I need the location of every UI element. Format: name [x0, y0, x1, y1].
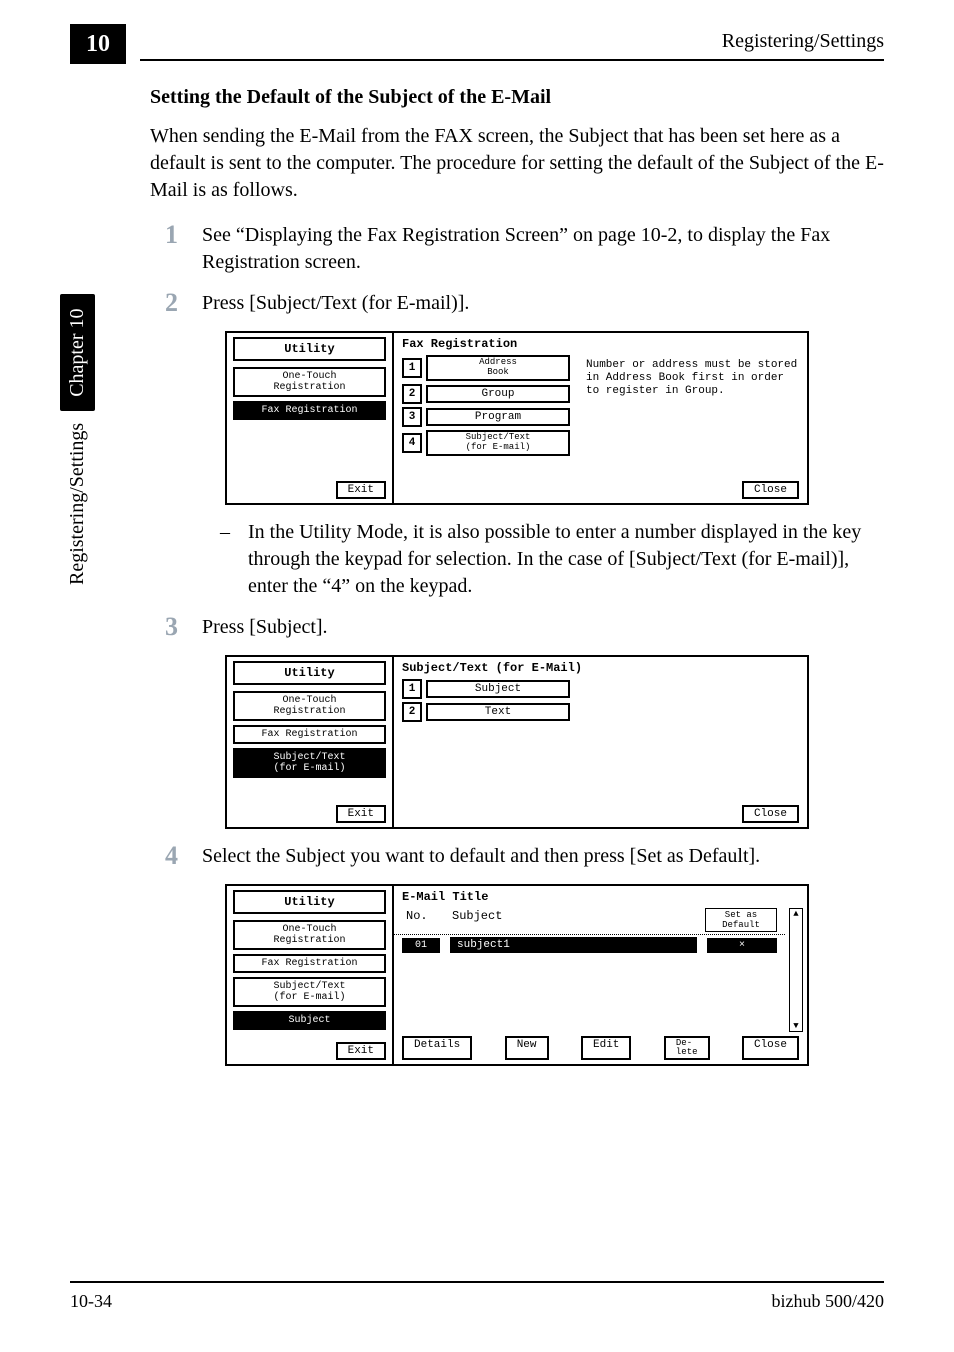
footer-right: bizhub 500/420	[772, 1291, 885, 1312]
panel2-title: Subject/Text (for E-Mail)	[394, 657, 807, 677]
step-4-text: Select the Subject you want to default a…	[202, 843, 884, 870]
step-2: 2 Press [Subject/Text (for E-mail)].	[150, 290, 884, 317]
subject-text-crumb-3[interactable]: Subject/Text (for E-mail)	[233, 977, 386, 1007]
step-3-number: 3	[150, 614, 178, 640]
dash-icon: –	[220, 519, 230, 600]
chapter-badge: 10	[70, 24, 126, 64]
one-touch-crumb-3[interactable]: One-Touch Registration	[233, 920, 386, 950]
close-button-3[interactable]: Close	[742, 1036, 799, 1060]
lcd-panel-fax-registration: Utility One-Touch Registration Fax Regis…	[225, 331, 809, 505]
step-1-text: See “Displaying the Fax Registration Scr…	[202, 222, 884, 276]
set-default-button[interactable]: Set as Default	[705, 908, 777, 932]
side-tab-plain: Registering/Settings	[66, 423, 89, 585]
panel1-item2-num: 2	[402, 384, 422, 404]
step2-note: – In the Utility Mode, it is also possib…	[220, 519, 884, 600]
intro-paragraph: When sending the E-Mail from the FAX scr…	[150, 123, 884, 204]
side-tab-boxed: Chapter 10	[60, 294, 95, 410]
step-4: 4 Select the Subject you want to default…	[150, 843, 884, 870]
panel3-table-header: No. Subject Set as Default	[394, 906, 785, 935]
delete-button[interactable]: De- lete	[664, 1036, 710, 1060]
scroll-up-icon[interactable]: ▲	[793, 909, 798, 919]
step-3: 3 Press [Subject].	[150, 614, 884, 641]
step2-note-text: In the Utility Mode, it is also possible…	[248, 519, 884, 600]
utility-label: Utility	[233, 337, 386, 361]
close-button[interactable]: Close	[742, 481, 799, 499]
panel1-item2-label[interactable]: Group	[426, 385, 570, 403]
panel1-title: Fax Registration	[394, 333, 807, 353]
scroll-bar[interactable]: ▲ ▼	[789, 908, 803, 1032]
panel3-row-1[interactable]: 01 subject1 ×	[394, 935, 785, 955]
running-head: Registering/Settings	[140, 30, 884, 61]
panel1-item3-label[interactable]: Program	[426, 408, 570, 426]
lcd-panel-email-title: Utility One-Touch Registration Fax Regis…	[225, 884, 809, 1066]
close-button-2[interactable]: Close	[742, 805, 799, 823]
scroll-down-icon[interactable]: ▼	[793, 1021, 798, 1031]
col-subject: Subject	[448, 908, 695, 932]
step-2-text: Press [Subject/Text (for E-mail)].	[202, 290, 884, 317]
panel1-item4-label[interactable]: Subject/Text (for E-mail)	[426, 430, 570, 456]
panel2-item1-num: 1	[402, 679, 422, 699]
row1-subject: subject1	[450, 937, 697, 953]
running-head-text: Registering/Settings	[722, 30, 884, 53]
one-touch-crumb-2[interactable]: One-Touch Registration	[233, 691, 386, 721]
panel2-item2-label[interactable]: Text	[426, 703, 570, 721]
panel2-item1-label[interactable]: Subject	[426, 680, 570, 698]
fax-registration-crumb[interactable]: Fax Registration	[233, 401, 386, 420]
panel2-menu: 1Subject 2Text	[394, 677, 578, 803]
panel1-menu: 1Address Book 2Group 3Program 4Subject/T…	[394, 353, 578, 479]
utility-label-2: Utility	[233, 661, 386, 685]
panel1-item1-label[interactable]: Address Book	[426, 355, 570, 381]
utility-label-3: Utility	[233, 890, 386, 914]
col-no: No.	[402, 908, 438, 932]
side-tab: Registering/Settings Chapter 10	[60, 294, 95, 585]
page-footer: 10-34 bizhub 500/420	[70, 1281, 884, 1312]
details-button[interactable]: Details	[402, 1036, 472, 1060]
fax-registration-crumb-2[interactable]: Fax Registration	[233, 725, 386, 744]
edit-button[interactable]: Edit	[581, 1036, 631, 1060]
row1-sd: ×	[707, 938, 777, 953]
panel2-item2-num: 2	[402, 702, 422, 722]
subject-crumb-3[interactable]: Subject	[233, 1011, 386, 1030]
panel1-info: Number or address must be stored in Addr…	[578, 353, 807, 479]
exit-button-2[interactable]: Exit	[336, 805, 386, 823]
step-4-number: 4	[150, 843, 178, 869]
one-touch-crumb[interactable]: One-Touch Registration	[233, 367, 386, 397]
exit-button-3[interactable]: Exit	[336, 1042, 386, 1060]
subject-text-crumb-2[interactable]: Subject/Text (for E-mail)	[233, 748, 386, 778]
panel1-item4-num: 4	[402, 433, 422, 453]
lcd-panel-subject-text: Utility One-Touch Registration Fax Regis…	[225, 655, 809, 829]
footer-left: 10-34	[70, 1291, 112, 1312]
step-1-number: 1	[150, 222, 178, 248]
panel1-item3-num: 3	[402, 407, 422, 427]
panel1-item1-num: 1	[402, 358, 422, 378]
row1-no: 01	[402, 938, 440, 953]
exit-button[interactable]: Exit	[336, 481, 386, 499]
step-1: 1 See “Displaying the Fax Registration S…	[150, 222, 884, 276]
section-title: Setting the Default of the Subject of th…	[150, 86, 884, 109]
fax-registration-crumb-3[interactable]: Fax Registration	[233, 954, 386, 973]
panel3-title: E-Mail Title	[394, 886, 807, 906]
step-2-number: 2	[150, 290, 178, 316]
step-3-text: Press [Subject].	[202, 614, 884, 641]
new-button[interactable]: New	[505, 1036, 549, 1060]
